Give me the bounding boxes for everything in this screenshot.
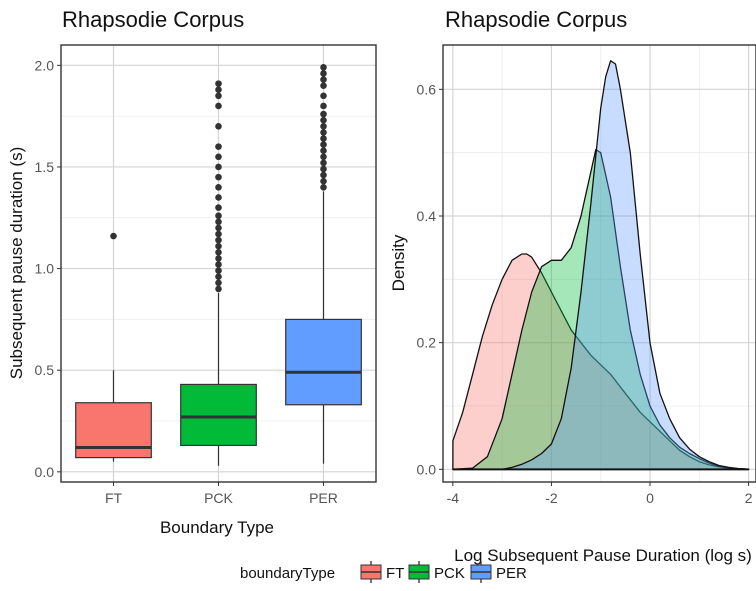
left-y-axis-label: Subsequent pause duration (s) bbox=[7, 147, 26, 380]
density-panel: 0.0 0.2 0.4 0.6 -4 -2 0 2 bbox=[417, 44, 756, 506]
outlier-point bbox=[215, 285, 222, 293]
x-tick-label: 0 bbox=[646, 490, 654, 506]
outlier-point bbox=[215, 261, 222, 268]
outlier-point bbox=[110, 232, 117, 240]
x-tick-label: -2 bbox=[545, 490, 558, 506]
outlier-point bbox=[320, 110, 327, 118]
outlier-point bbox=[320, 153, 327, 161]
left-chart-title: Rhapsodie Corpus bbox=[62, 7, 244, 32]
outlier-point bbox=[320, 135, 327, 142]
y-tick-label: 0.2 bbox=[417, 335, 437, 351]
outlier-point bbox=[215, 143, 222, 150]
legend-label-ft: FT bbox=[386, 565, 404, 582]
x-tick-label: 2 bbox=[745, 490, 753, 506]
outlier-point bbox=[320, 116, 327, 124]
outlier-point bbox=[215, 86, 222, 94]
right-chart-title: Rhapsodie Corpus bbox=[445, 7, 627, 32]
outlier-point bbox=[320, 92, 327, 100]
outlier-point bbox=[320, 70, 327, 77]
x-tick-label: PER bbox=[309, 490, 338, 506]
outlier-point bbox=[215, 267, 222, 274]
legend-key-per bbox=[470, 561, 492, 583]
outlier-point bbox=[320, 171, 327, 179]
outlier-point bbox=[215, 212, 222, 220]
legend-key-ft bbox=[360, 561, 382, 583]
outlier-point bbox=[320, 123, 327, 130]
outlier-point bbox=[215, 163, 222, 171]
outlier-point bbox=[320, 165, 327, 173]
legend-label-pck: PCK bbox=[434, 565, 465, 582]
outlier-point bbox=[215, 218, 222, 226]
legend-title: boundaryType bbox=[240, 565, 335, 582]
outlier-point bbox=[320, 141, 327, 148]
box-ft bbox=[75, 402, 152, 459]
legend: boundaryType FT PCK PER bbox=[240, 561, 527, 583]
plot-frame bbox=[442, 44, 756, 483]
outlier-point bbox=[215, 92, 222, 100]
outlier-point bbox=[320, 76, 327, 83]
y-tick-label: 0.4 bbox=[417, 208, 437, 224]
outlier-point bbox=[320, 177, 327, 185]
outlier-point bbox=[215, 102, 222, 110]
outlier-point bbox=[215, 204, 222, 211]
outlier-point bbox=[215, 279, 222, 287]
outlier-point bbox=[215, 153, 222, 161]
boxplot-panel: 0.0 0.5 1.0 1.5 2.0 FT PCK PER bbox=[35, 44, 377, 506]
right-x-axis-label: Log Subsequent Pause Duration (log s) bbox=[454, 546, 752, 565]
density-area-per bbox=[452, 60, 750, 470]
y-tick-label: 0.5 bbox=[35, 362, 55, 378]
legend-label-per: PER bbox=[496, 565, 527, 582]
outlier-point bbox=[215, 236, 222, 244]
right-y-axis-label: Density bbox=[389, 234, 408, 291]
legend-key-pck bbox=[408, 561, 430, 583]
plot-frame bbox=[60, 44, 377, 483]
outlier-point bbox=[215, 230, 222, 238]
outlier-point bbox=[320, 129, 327, 136]
box-per bbox=[285, 318, 362, 406]
x-tick-label: PCK bbox=[204, 490, 233, 506]
outlier-point bbox=[320, 183, 327, 191]
y-tick-label: 2.0 bbox=[35, 57, 55, 73]
density-area-pck bbox=[452, 148, 750, 470]
box-pck bbox=[180, 383, 257, 447]
outlier-point bbox=[215, 80, 222, 87]
y-tick-label: 0.0 bbox=[417, 461, 437, 477]
outlier-point bbox=[320, 102, 327, 110]
x-tick-label: FT bbox=[105, 490, 123, 506]
outlier-point bbox=[320, 147, 327, 154]
outlier-point bbox=[320, 64, 327, 71]
y-tick-label: 0.0 bbox=[35, 464, 55, 480]
density-area-ft bbox=[452, 253, 750, 470]
outlier-point bbox=[320, 82, 327, 89]
outlier-point bbox=[215, 242, 222, 250]
outlier-point bbox=[215, 224, 222, 232]
outlier-point bbox=[215, 123, 222, 130]
y-tick-label: 1.0 bbox=[35, 261, 55, 277]
x-tick-label: -4 bbox=[447, 490, 460, 506]
outlier-point bbox=[215, 273, 222, 281]
y-tick-label: 1.5 bbox=[35, 159, 55, 175]
y-tick-label: 0.6 bbox=[417, 81, 437, 97]
left-x-axis-label: Boundary Type bbox=[160, 518, 274, 537]
outlier-point bbox=[215, 255, 222, 262]
outlier-point bbox=[215, 249, 222, 256]
outlier-point bbox=[215, 183, 222, 191]
outlier-point bbox=[215, 194, 222, 201]
outlier-point bbox=[215, 173, 222, 181]
outlier-point bbox=[320, 159, 327, 167]
